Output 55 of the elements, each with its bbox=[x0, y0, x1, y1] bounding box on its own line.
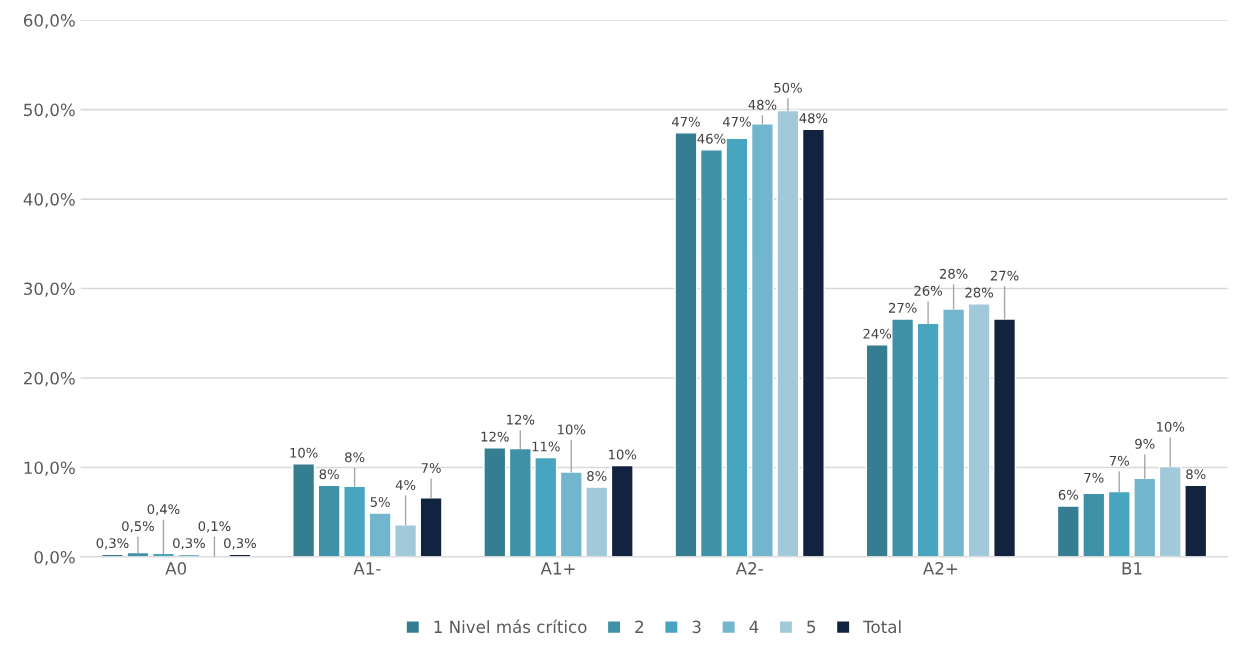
x-tick-label: A2- bbox=[735, 562, 763, 575]
y-tick-label: 40,0% bbox=[23, 193, 75, 208]
data-label: 0,1% bbox=[198, 521, 231, 533]
y-tick-label: 0,0% bbox=[34, 550, 75, 566]
data-label: 10% bbox=[1157, 421, 1185, 432]
legend-label: 5 bbox=[807, 620, 816, 634]
data-label: 48% bbox=[748, 99, 777, 110]
data-label: 10% bbox=[290, 447, 318, 458]
data-label: 9% bbox=[1135, 438, 1155, 449]
y-tick-label: 60,0% bbox=[23, 14, 75, 29]
legend-label: Total bbox=[863, 620, 901, 634]
data-label: 46% bbox=[697, 133, 726, 144]
x-tick-label: B1 bbox=[1122, 562, 1142, 575]
data-label: 10% bbox=[558, 424, 586, 435]
data-label: 27% bbox=[990, 270, 1019, 281]
data-label: 7% bbox=[1109, 455, 1130, 466]
data-label: 10% bbox=[609, 449, 637, 460]
data-label: 7% bbox=[1084, 472, 1104, 483]
data-label: 24% bbox=[863, 328, 892, 339]
data-label: 0,3% bbox=[224, 538, 256, 550]
y-tick-label: 20,0% bbox=[24, 371, 75, 387]
data-label: 50% bbox=[774, 82, 802, 93]
data-label: 47% bbox=[671, 116, 700, 127]
legend-label: 4 bbox=[749, 620, 759, 633]
data-label: 47% bbox=[722, 116, 751, 127]
data-label: 0,5% bbox=[122, 521, 154, 533]
data-label: 12% bbox=[481, 431, 509, 442]
x-tick-label: A1+ bbox=[540, 562, 575, 575]
data-label: 0,3% bbox=[173, 538, 205, 550]
data-label: 4% bbox=[395, 479, 416, 490]
data-label: 8% bbox=[1186, 469, 1206, 480]
y-tick-label: 50,0% bbox=[24, 103, 75, 118]
legend-label: 2 bbox=[635, 620, 644, 633]
y-tick-label: 10,0% bbox=[24, 461, 75, 476]
data-label: 0,4% bbox=[147, 504, 180, 516]
data-label: 11% bbox=[532, 441, 560, 452]
data-label: 12% bbox=[507, 414, 535, 425]
data-label: 8% bbox=[587, 471, 607, 482]
legend-label: 3 bbox=[692, 620, 701, 634]
data-label: 28% bbox=[965, 287, 994, 298]
data-label: 5% bbox=[370, 496, 390, 507]
data-label: 6% bbox=[1058, 489, 1079, 500]
x-tick-label: A2+ bbox=[922, 562, 958, 575]
data-label: 48% bbox=[799, 113, 828, 124]
x-tick-label: A1- bbox=[353, 562, 381, 575]
data-label: 26% bbox=[914, 285, 943, 296]
data-label: 27% bbox=[888, 302, 917, 313]
data-label: 0,3% bbox=[96, 538, 129, 550]
x-tick-label: A0 bbox=[165, 562, 187, 575]
data-label: 28% bbox=[939, 268, 968, 279]
legend-label: 1 Nivel más crítico bbox=[434, 619, 587, 634]
y-tick-label: 30,0% bbox=[24, 282, 75, 297]
data-label: 7% bbox=[421, 462, 441, 473]
data-label: 8% bbox=[345, 452, 365, 463]
data-label: 8% bbox=[319, 469, 339, 480]
